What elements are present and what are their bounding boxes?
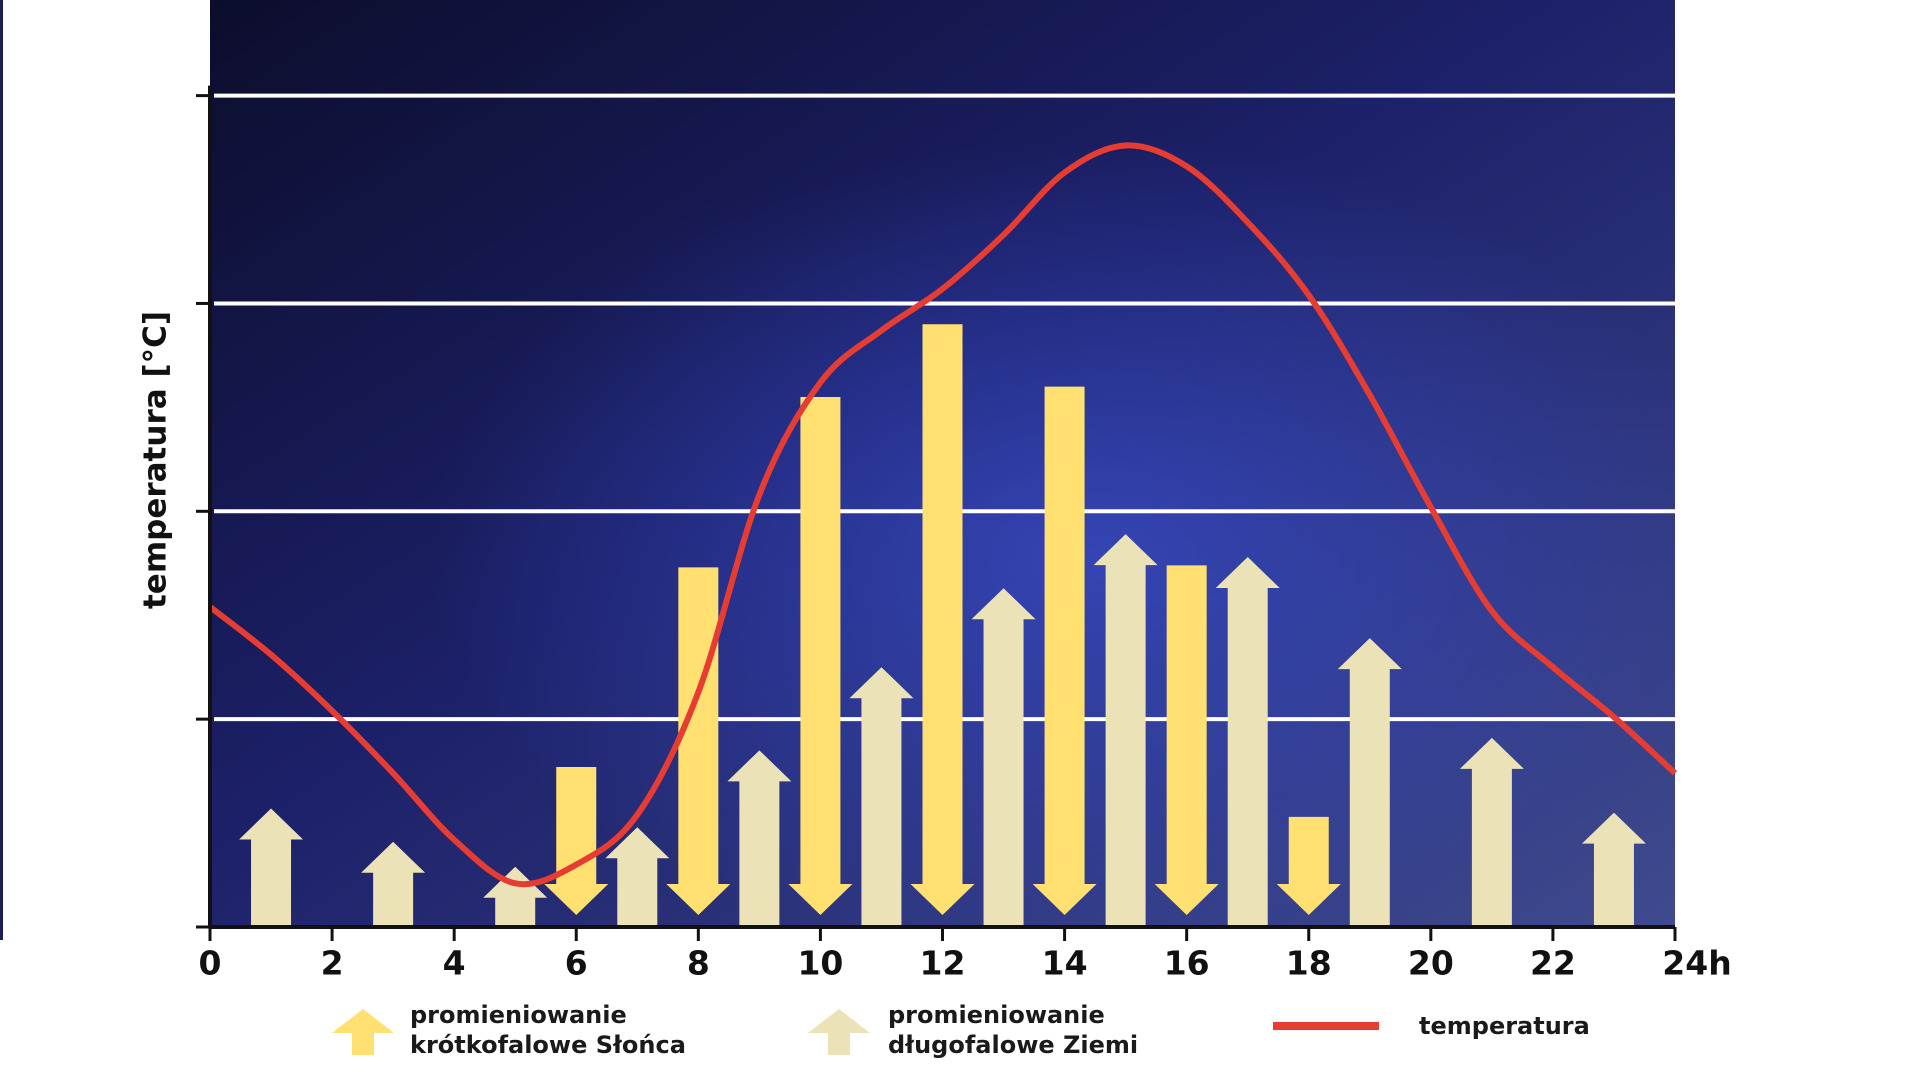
x-tick-label: 22: [1530, 944, 1576, 983]
y-axis-label: temperatura [°C]: [138, 311, 174, 609]
arrow: [1581, 812, 1646, 927]
arrow: [361, 841, 426, 927]
legend-swatch: [332, 1009, 394, 1055]
edge-line: [0, 0, 3, 940]
x-tick-label: 6: [565, 944, 588, 983]
arrow: [910, 324, 975, 915]
legend-item: temperatura: [1273, 1011, 1709, 1041]
x-tick-label: 16: [1164, 944, 1210, 983]
x-tick-label: 4: [443, 944, 466, 983]
arrow: [849, 667, 914, 927]
arrow: [239, 808, 304, 927]
arrow: [544, 766, 609, 915]
legend-label: temperatura: [1419, 1012, 1590, 1040]
x-tick-label: 10: [797, 944, 843, 983]
x-tick-label: 0: [199, 944, 222, 983]
arrow: [605, 827, 670, 927]
arrow: [788, 396, 853, 916]
x-tick-label: 20: [1408, 944, 1454, 983]
x-tick-label: 24h: [1662, 944, 1731, 983]
legend-icon: [808, 1009, 870, 1055]
arrow: [971, 588, 1036, 927]
arrow: [483, 866, 548, 927]
x-tick-label: 18: [1286, 944, 1332, 983]
legend-swatch: [808, 1009, 870, 1055]
arrow: [1215, 557, 1280, 927]
x-tick-label: 12: [920, 944, 966, 983]
arrow: [1459, 737, 1524, 927]
arrow: [1337, 638, 1402, 927]
arrow: [1093, 534, 1158, 927]
legend-icon: [332, 1009, 394, 1055]
legend-item: promieniowanie długofalowe Ziemi: [804, 1000, 1178, 1060]
temperature-line: [208, 142, 1678, 888]
legend-icon: [1273, 1022, 1379, 1030]
legend-label: promieniowanie krótkofalowe Słońca: [410, 1001, 686, 1059]
arrow: [1154, 565, 1219, 915]
legend-item: promieniowanie krótkofalowe Słońca: [328, 1000, 700, 1060]
legend-label: promieniowanie długofalowe Ziemi: [888, 1001, 1139, 1059]
arrow: [666, 567, 731, 915]
arrow: [1032, 386, 1097, 915]
x-tick-label: 2: [321, 944, 344, 983]
x-tick-label: 8: [687, 944, 710, 983]
x-tick-label: 14: [1042, 944, 1088, 983]
arrow: [1276, 816, 1341, 915]
arrow: [727, 750, 792, 927]
